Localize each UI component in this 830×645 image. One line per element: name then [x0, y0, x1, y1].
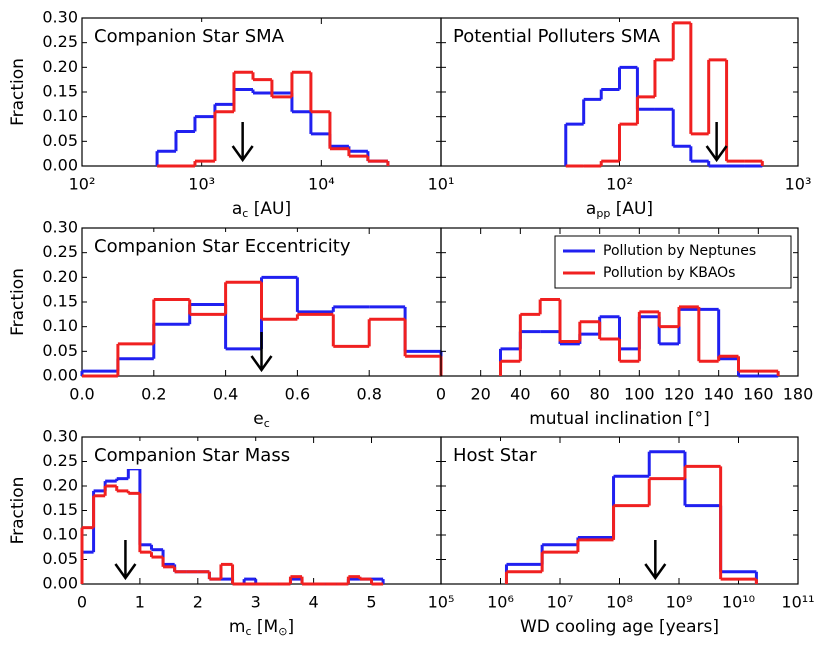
x-tick-label: 100	[624, 385, 655, 404]
x-axis-label-part: a	[232, 199, 242, 219]
y-tick-label: 0.10	[42, 316, 78, 335]
x-axis-label-part: [M	[252, 617, 279, 637]
y-tick-label: 0.30	[42, 218, 78, 237]
x-tick-label: 140	[703, 385, 734, 404]
y-tick-label: 0.25	[42, 451, 78, 470]
x-tick-label: 10¹⁰	[722, 593, 755, 612]
x-tick-label: 0.6	[285, 385, 310, 404]
x-axis-label-part: a	[586, 199, 596, 219]
x-axis-label-part: c	[242, 207, 248, 220]
legend-label: Pollution by KBAOs	[603, 265, 735, 281]
arrow-head	[231, 145, 254, 163]
x-tick-label: 1	[135, 593, 145, 612]
y-axis-label: Fraction	[8, 477, 28, 545]
x-tick-label: 80	[589, 385, 609, 404]
title-background	[88, 441, 297, 469]
y-tick-label: 0.20	[42, 476, 78, 495]
x-axis-label-part: ⊙	[278, 625, 287, 638]
x-axis-label-part: m	[229, 617, 246, 637]
y-tick-label: 0.20	[42, 57, 78, 76]
y-tick-label: 0.25	[42, 32, 78, 51]
x-tick-label: 10⁹	[666, 593, 693, 612]
arrow-head	[250, 355, 273, 373]
arrow-head	[644, 563, 667, 581]
y-tick-label: 0.25	[42, 242, 78, 261]
panel-title: Host Star	[453, 445, 537, 466]
x-tick-label: 10³	[188, 175, 215, 194]
title-background	[447, 441, 543, 469]
x-tick-label: 10⁴	[308, 175, 335, 194]
x-axis-label-part: pp	[596, 207, 610, 220]
x-axis-label-part: e	[253, 409, 263, 429]
arrow-head	[114, 563, 137, 581]
x-tick-label: 0	[436, 385, 446, 404]
x-axis-label: WD cooling age [years]	[520, 617, 719, 637]
x-axis-label-part: [AU]	[610, 199, 653, 219]
y-tick-label: 0.15	[42, 82, 78, 101]
y-tick-label: 0.05	[42, 131, 78, 150]
x-axis-label-part: ]	[287, 617, 294, 637]
x-tick-label: 4	[309, 593, 319, 612]
title-background	[88, 22, 291, 50]
x-tick-label: 10³	[785, 175, 812, 194]
y-tick-label: 0.05	[42, 341, 78, 360]
x-axis-label-part: c	[245, 625, 251, 638]
title-background	[88, 232, 357, 260]
x-tick-label: 3	[251, 593, 261, 612]
x-tick-label: 10⁶	[487, 593, 514, 612]
y-tick-label: 0.00	[42, 366, 78, 385]
y-tick-label: 0.00	[42, 574, 78, 593]
x-tick-label: 0.4	[213, 385, 238, 404]
y-tick-label: 0.30	[42, 427, 78, 446]
x-axis-label: app [AU]	[586, 199, 653, 220]
x-tick-label: 20	[470, 385, 490, 404]
panel-title: Potential Polluters SMA	[453, 26, 661, 47]
x-tick-label: 2	[193, 593, 203, 612]
y-tick-label: 0.00	[42, 156, 78, 175]
x-axis-label-part: c	[264, 417, 270, 430]
x-tick-label: 5	[366, 593, 376, 612]
y-tick-label: 0.20	[42, 267, 78, 286]
y-tick-label: 0.10	[42, 106, 78, 125]
legend-box	[554, 235, 792, 289]
x-tick-label: 10¹	[428, 175, 455, 194]
x-tick-label: 0.8	[356, 385, 381, 404]
panel-title: Companion Star SMA	[94, 26, 285, 47]
x-tick-label: 160	[743, 385, 774, 404]
x-tick-label: 0	[77, 593, 87, 612]
panel-title: Companion Star Mass	[94, 445, 290, 466]
y-tick-label: 0.05	[42, 549, 78, 568]
x-tick-label: 10¹¹	[781, 593, 814, 612]
x-tick-label: 0.0	[69, 385, 94, 404]
x-axis-label: mc [M⊙]	[229, 617, 294, 638]
x-tick-label: 60	[550, 385, 570, 404]
x-axis-label: mutual inclination [°]	[529, 409, 710, 429]
x-tick-label: 10²	[606, 175, 633, 194]
x-tick-label: 0.2	[141, 385, 166, 404]
x-axis-label: ec	[253, 409, 270, 430]
x-tick-label: 40	[510, 385, 530, 404]
x-tick-label: 10⁷	[547, 593, 574, 612]
y-axis-label: Fraction	[8, 58, 28, 126]
y-tick-label: 0.15	[42, 500, 78, 519]
x-axis-label: ac [AU]	[232, 199, 291, 220]
x-tick-label: 120	[664, 385, 695, 404]
title-background	[447, 22, 667, 50]
x-axis-label-part: [AU]	[248, 199, 291, 219]
x-axis-label-part: WD cooling age [years]	[520, 617, 719, 637]
arrow-head	[705, 145, 728, 163]
panel-title: Companion Star Eccentricity	[94, 236, 351, 257]
y-tick-label: 0.15	[42, 292, 78, 311]
x-tick-label: 10⁸	[606, 593, 633, 612]
x-tick-label: 10⁵	[428, 593, 455, 612]
y-tick-label: 0.10	[42, 525, 78, 544]
x-axis-label-part: mutual inclination [°]	[529, 409, 710, 429]
y-tick-label: 0.30	[42, 8, 78, 27]
y-axis-label: Fraction	[8, 268, 28, 336]
x-tick-label: 10²	[69, 175, 96, 194]
legend-label: Pollution by Neptunes	[603, 243, 756, 259]
x-tick-label: 180	[783, 385, 814, 404]
